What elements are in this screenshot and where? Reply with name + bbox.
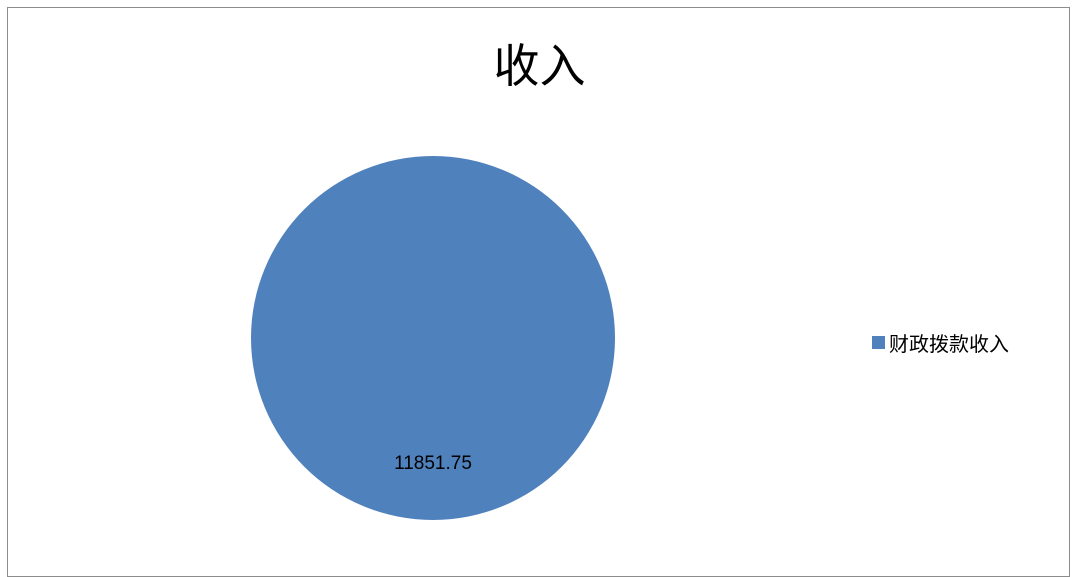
pie-slices [251,156,615,520]
pie-plot: 11851.75 [251,156,615,520]
pie-data-labels: 11851.75 [394,453,472,474]
legend-label-财政拨款收入: 财政拨款收入 [889,332,1009,356]
legend: 财政拨款收入 [872,328,1009,357]
pie-data-label-财政拨款收入: 11851.75 [394,453,472,474]
chart-frame: 收入 11851.75 财政拨款收入 [7,7,1070,577]
pie-slice-财政拨款收入 [251,156,615,520]
legend-swatch-财政拨款收入 [872,336,885,349]
chart-title: 收入 [493,39,586,93]
